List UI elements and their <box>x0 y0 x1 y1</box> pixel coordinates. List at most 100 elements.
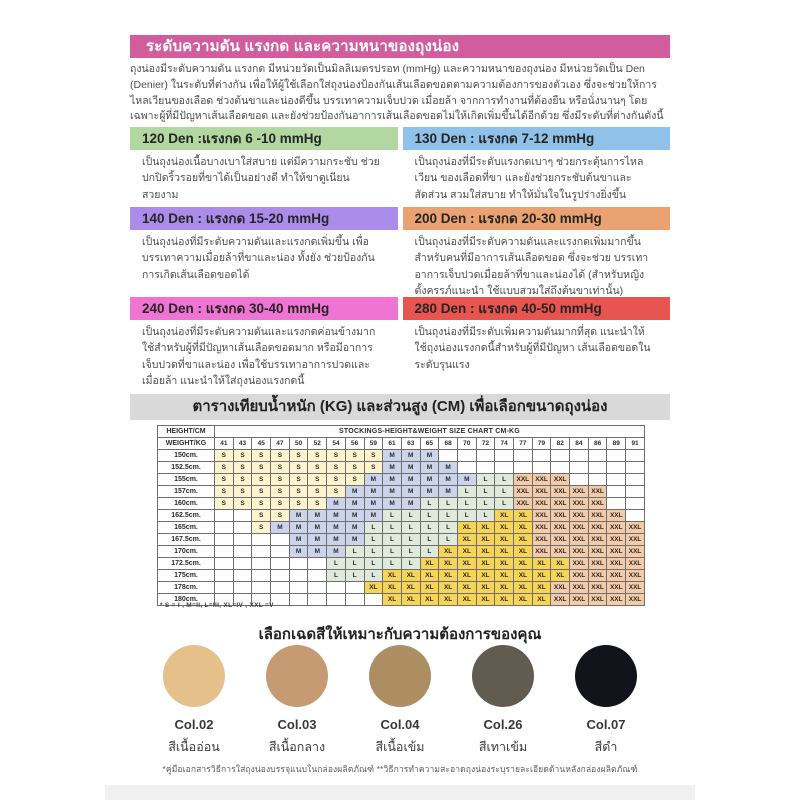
den-card-140: 140 Den : แรงกด 15-20 mmHg เป็นถุงน่องที… <box>130 207 398 297</box>
swatch-code: Col.26 <box>483 717 523 732</box>
size-cell: M <box>419 449 440 462</box>
size-chart-row: 178cm. XL XL XL XL XL XL XL XL XL XL XXL XXL XXL XXL XX… <box>157 581 645 594</box>
size-chart-row: 157cm. S S S S S S S M M M M M M L L L XXL XXL XXL XXL XXL <box>157 485 645 498</box>
size-cell: XXL <box>550 533 571 546</box>
size-chart-row: 165cm. S M M M M M L L L L L XL XL XL XL XXL XXL XXL XXL XXL… <box>157 521 645 534</box>
size-cell: S <box>251 509 272 522</box>
size-cell: XL <box>456 581 477 594</box>
empty-cell <box>214 521 234 534</box>
empty-cell <box>214 557 234 570</box>
size-chart-row: 160cm. S S S S S S M M M M M L L L L L XXL XXL XXL XXL XXL <box>157 497 645 510</box>
size-cell: L <box>494 473 514 486</box>
size-cell: XL <box>494 521 514 534</box>
size-cell: XL <box>494 533 514 546</box>
empty-cell <box>307 569 328 582</box>
den-card-title: 130 Den : แรงกด 7-12 mmHg <box>402 127 670 150</box>
size-cell: XL <box>419 557 440 570</box>
size-cell: XL <box>419 593 440 606</box>
empty-cell <box>214 545 234 558</box>
size-cell: M <box>363 485 384 498</box>
size-cell: S <box>270 509 290 522</box>
den-card-200: 200 Den : แรงกด 20-30 mmHg เป็นถุงน่องที… <box>402 207 670 297</box>
height-value: 175cm. <box>157 569 215 582</box>
empty-cell <box>344 581 365 594</box>
size-cell: XXL <box>513 473 533 486</box>
weight-value: 43 <box>232 437 253 450</box>
size-cell: XL <box>513 521 533 534</box>
empty-cell <box>214 533 234 546</box>
swatch-col04: Col.04 สีเนื้อเข้ม <box>349 645 452 757</box>
size-cell: S <box>232 473 253 486</box>
size-cell: S <box>307 485 328 498</box>
empty-cell <box>270 581 290 594</box>
size-cell: XXL <box>606 557 627 570</box>
size-cell: L <box>438 521 458 534</box>
size-chart-row: 167.5cm. M M M M L L L L L XL XL XL XL XXL XXL XXL XXL XXL… <box>157 533 645 546</box>
size-cell: XXL <box>625 533 645 546</box>
size-cell: XL <box>513 533 533 546</box>
size-cell: L <box>382 521 402 534</box>
size-cell: XXL <box>569 497 589 510</box>
size-cell: XL <box>513 545 533 558</box>
empty-cell <box>270 533 290 546</box>
size-cell: M <box>307 509 328 522</box>
empty-cell <box>569 473 589 486</box>
empty-cell <box>344 593 365 606</box>
height-value: 162.5cm. <box>157 509 215 522</box>
size-cell: L <box>456 485 477 498</box>
den-card-240: 240 Den : แรงกด 30-40 mmHg เป็นถุงน่องที… <box>130 297 398 394</box>
size-cell: XL <box>494 557 514 570</box>
size-cell: L <box>382 509 402 522</box>
empty-cell <box>251 569 272 582</box>
den-card-description: เป็นถุงน่องที่มีระดับเพิ่มความดันมากที่ส… <box>414 326 651 371</box>
size-chart-wrapper: HEIGHT/CM STOCKINGS-HEIGHT&WEIGHT SIZE CH… <box>157 425 645 606</box>
size-cell: S <box>251 521 272 534</box>
size-cell: XXL <box>550 581 571 594</box>
size-cell: XXL <box>550 545 571 558</box>
size-cell: XXL <box>606 581 627 594</box>
empty-cell <box>232 557 253 570</box>
size-cell: XXL <box>531 497 552 510</box>
weight-value: 91 <box>625 437 645 450</box>
weight-value: 45 <box>251 437 272 450</box>
height-value: 178cm. <box>157 581 215 594</box>
page-title: ระดับความดัน แรงกด และความหนาของถุงน่อง <box>130 35 670 58</box>
size-cell: XL <box>550 557 571 570</box>
size-cell: L <box>344 545 365 558</box>
size-cell: XXL <box>587 569 608 582</box>
size-chart-row: 170cm. M M M L L L L L XL XL XL XL XL XXL XXL XXL XXL XXL X… <box>157 545 645 558</box>
weight-value: 84 <box>569 437 589 450</box>
size-cell: XL <box>419 569 440 582</box>
empty-cell <box>606 473 627 486</box>
size-cell: XXL <box>569 509 589 522</box>
size-cell: S <box>270 497 290 510</box>
size-cell: S <box>251 485 272 498</box>
size-cell: M <box>344 485 365 498</box>
size-cell: S <box>232 497 253 510</box>
size-cell: L <box>438 509 458 522</box>
empty-cell <box>625 473 645 486</box>
height-value: 165cm. <box>157 521 215 534</box>
size-cell: L <box>475 509 496 522</box>
size-cell: XL <box>531 593 552 606</box>
size-cell: L <box>344 569 365 582</box>
size-cell: L <box>400 533 421 546</box>
size-cell: XL <box>400 569 421 582</box>
size-cell: M <box>288 521 309 534</box>
footer-note: *คู่มือเอกสารวิธีการใส่ถุงน่องบรรจุแนบใน… <box>162 764 638 774</box>
size-cell: XXL <box>625 569 645 582</box>
swatch-name: สีเทาเข้ม <box>478 740 528 754</box>
size-cell: M <box>419 485 440 498</box>
size-cell: XL <box>438 569 458 582</box>
swatch-code: Col.02 <box>174 717 214 732</box>
size-cell: S <box>214 485 234 498</box>
size-chart-row: 162.5cm. S S M M M M M L L L L L L XL XL XXL XXL XXL XXL XXL <box>157 509 645 522</box>
height-value: 155cm. <box>157 473 215 486</box>
size-cell: L <box>363 557 384 570</box>
size-cell: S <box>307 449 328 462</box>
den-card-title: 120 Den :แรงกด 6 -10 mmHg <box>130 127 398 150</box>
weight-value: 86 <box>587 437 608 450</box>
swatch-col02: Col.02 สีเนื้ออ่อน <box>143 645 246 757</box>
weight-value: 54 <box>326 437 346 450</box>
empty-cell <box>625 461 645 474</box>
